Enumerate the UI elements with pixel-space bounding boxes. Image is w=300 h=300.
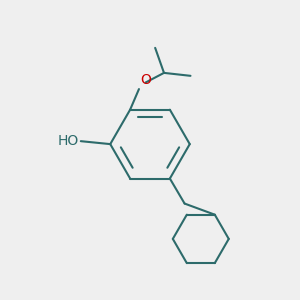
Text: O: O (140, 73, 151, 87)
Text: HO: HO (57, 134, 78, 148)
